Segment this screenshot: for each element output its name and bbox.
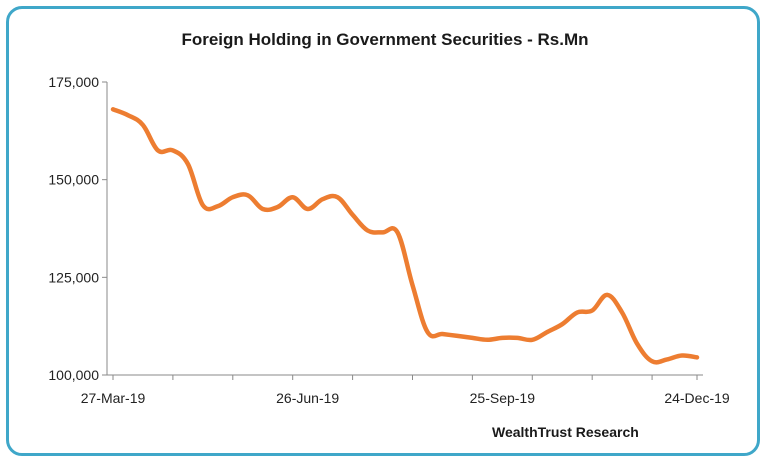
data-point <box>546 331 549 334</box>
y-axis-ticks: 175,000 150,000 125,000 100,000 <box>48 74 107 383</box>
series-line <box>110 107 700 365</box>
data-point <box>261 207 264 210</box>
data-point <box>291 196 294 199</box>
y-tick-label: 150,000 <box>48 172 99 188</box>
data-point <box>276 206 279 209</box>
data-point <box>366 229 369 232</box>
x-tick-label: 26-Jun-19 <box>276 390 339 406</box>
x-tick-label: 24-Dec-19 <box>664 390 730 406</box>
data-point <box>456 334 459 337</box>
data-point <box>216 205 219 208</box>
y-tick-label: 125,000 <box>48 269 99 285</box>
data-point <box>201 204 204 207</box>
data-point <box>441 332 444 335</box>
data-point <box>411 284 414 287</box>
data-point <box>606 293 609 296</box>
data-point <box>426 331 429 334</box>
x-tick-label: 25-Sep-19 <box>470 390 536 406</box>
data-point <box>681 354 684 357</box>
data-point <box>112 108 115 111</box>
data-point <box>381 231 384 234</box>
data-point <box>396 231 399 234</box>
chart-title: Foreign Holding in Government Securities… <box>181 30 589 49</box>
data-point <box>351 213 354 216</box>
data-point <box>141 123 144 126</box>
data-point <box>501 336 504 339</box>
data-point <box>531 338 534 341</box>
data-point <box>621 311 624 314</box>
data-point <box>156 149 159 152</box>
data-point <box>651 360 654 363</box>
data-point <box>231 196 234 199</box>
data-point <box>321 198 324 201</box>
data-point <box>666 358 669 361</box>
data-point <box>516 336 519 339</box>
chart-axes <box>106 82 703 376</box>
data-point <box>471 336 474 339</box>
data-point <box>486 338 489 341</box>
y-tick-label: 175,000 <box>48 74 99 90</box>
data-point <box>171 149 174 152</box>
data-point <box>636 342 639 345</box>
data-point <box>336 196 339 199</box>
data-point <box>126 114 129 117</box>
source-credit: WealthTrust Research <box>492 424 639 440</box>
data-point <box>306 207 309 210</box>
data-point <box>696 356 699 359</box>
x-tick-label: 27-Mar-19 <box>81 390 146 406</box>
x-axis-ticks: 27-Mar-19 26-Jun-19 25-Sep-19 24-Dec-19 <box>81 375 730 406</box>
series-group <box>110 107 700 365</box>
y-tick-label: 100,000 <box>48 367 99 383</box>
data-point <box>246 194 249 197</box>
data-point <box>576 311 579 314</box>
data-point <box>186 163 189 166</box>
data-point <box>591 309 594 312</box>
data-point <box>561 323 564 326</box>
